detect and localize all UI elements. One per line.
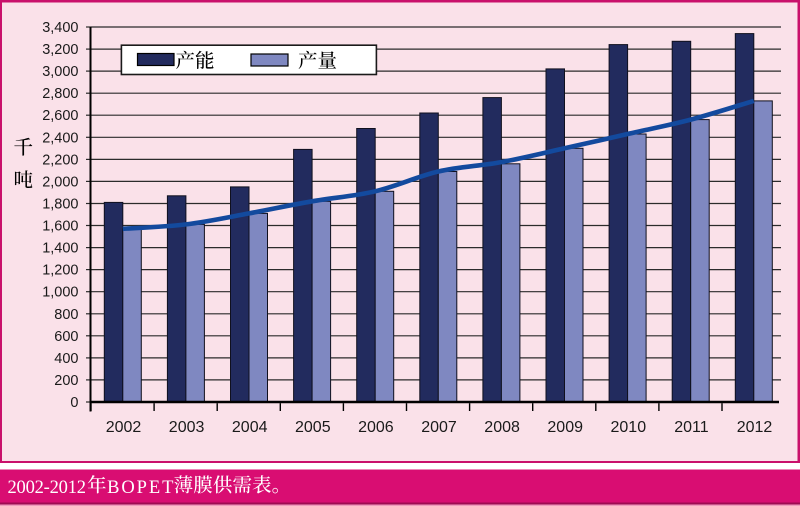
svg-text:2002-2012: 2002-2012 (8, 478, 87, 498)
svg-text:3,400: 3,400 (42, 20, 78, 36)
svg-text:2012: 2012 (737, 419, 773, 436)
svg-text:1,000: 1,000 (42, 285, 78, 301)
svg-text:2002: 2002 (106, 419, 142, 436)
svg-text:1,800: 1,800 (42, 197, 78, 213)
svg-text:3,200: 3,200 (42, 42, 78, 58)
svg-text:200: 200 (54, 373, 78, 389)
svg-text:2004: 2004 (232, 419, 268, 436)
svg-text:2007: 2007 (421, 419, 457, 436)
svg-text:2006: 2006 (358, 419, 394, 436)
svg-text:1,200: 1,200 (42, 263, 78, 279)
svg-text:3,000: 3,000 (42, 64, 78, 80)
svg-text:2005: 2005 (295, 419, 331, 436)
svg-text:1,400: 1,400 (42, 241, 78, 257)
svg-text:1,600: 1,600 (42, 219, 78, 235)
svg-text:2,800: 2,800 (42, 86, 78, 102)
svg-text:600: 600 (54, 329, 78, 345)
svg-text:BOPET: BOPET (107, 478, 173, 498)
svg-text:2,600: 2,600 (42, 108, 78, 124)
svg-text:2,400: 2,400 (42, 130, 78, 146)
svg-text:2,200: 2,200 (42, 152, 78, 168)
svg-text:2010: 2010 (611, 419, 647, 436)
svg-text:2,000: 2,000 (42, 174, 78, 190)
svg-text:2011: 2011 (674, 419, 709, 436)
svg-text:2008: 2008 (484, 419, 520, 436)
svg-text:2009: 2009 (547, 419, 583, 436)
svg-text:400: 400 (54, 351, 78, 367)
svg-text:0: 0 (70, 395, 78, 411)
svg-text:2003: 2003 (169, 419, 205, 436)
svg-text:800: 800 (54, 307, 78, 323)
